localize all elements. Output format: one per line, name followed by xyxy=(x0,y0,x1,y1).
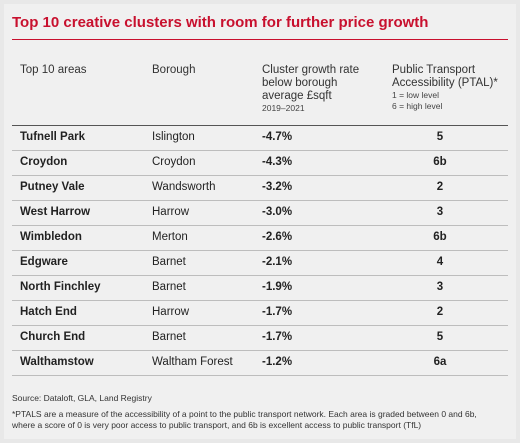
ptal-footnote-line1: *PTALS are a measure of the accessibilit… xyxy=(12,409,477,419)
header-ptal-line1: Public Transport xyxy=(392,64,476,76)
table-title: Top 10 creative clusters with room for f… xyxy=(12,14,508,40)
ptal-cell: 4 xyxy=(436,256,444,268)
header-rate-line2: below borough xyxy=(262,77,338,89)
area-cell: Wimbledon xyxy=(20,231,82,243)
growth-rate-cell: -2.6% xyxy=(262,231,293,243)
ptal-cell: 3 xyxy=(436,206,444,218)
area-cell: Walthamstow xyxy=(20,356,94,368)
borough-cell: Barnet xyxy=(152,331,186,343)
borough-cell: Harrow xyxy=(152,206,190,218)
source-note: Source: Dataloft, GLA, Land Registry xyxy=(12,393,152,403)
table-row: Croydon Croydon -4.3% 6b xyxy=(12,150,508,176)
table-row: Church End Barnet -1.7% 5 xyxy=(12,325,508,351)
growth-rate-cell: -2.1% xyxy=(262,256,293,268)
growth-rate-cell: -1.7% xyxy=(262,306,293,318)
header-rate: Cluster growth rate below borough averag… xyxy=(262,64,359,114)
area-cell: West Harrow xyxy=(20,206,91,218)
table-bottom-rule xyxy=(12,375,508,376)
growth-rate-cell: -1.9% xyxy=(262,281,293,293)
header-ptal: Public Transport Accessibility (PTAL)* 1… xyxy=(392,64,498,112)
borough-cell: Wandsworth xyxy=(152,181,216,193)
table-row: North Finchley Barnet -1.9% 3 xyxy=(12,275,508,301)
area-cell: Church End xyxy=(20,331,86,343)
ptal-footnote: *PTALS are a measure of the accessibilit… xyxy=(12,409,512,431)
area-cell: Croydon xyxy=(20,156,68,168)
header-ptal-line2: Accessibility (PTAL)* xyxy=(392,77,498,89)
ptal-cell: 2 xyxy=(436,181,444,193)
area-cell: Edgware xyxy=(20,256,68,268)
header-ptal-scale-low: 1 = low level xyxy=(392,90,440,100)
borough-cell: Harrow xyxy=(152,306,190,318)
ptal-cell: 2 xyxy=(436,306,444,318)
header-ptal-scale-high: 6 = high level xyxy=(392,101,443,111)
table-row: Edgware Barnet -2.1% 4 xyxy=(12,250,508,276)
table-row: Tufnell Park Islington -4.7% 5 xyxy=(12,125,508,151)
header-borough: Borough xyxy=(152,64,196,76)
table-row: Wimbledon Merton -2.6% 6b xyxy=(12,225,508,251)
header-rate-line1: Cluster growth rate xyxy=(262,64,360,76)
table-row: Putney Vale Wandsworth -3.2% 2 xyxy=(12,175,508,201)
table-row: West Harrow Harrow -3.0% 3 xyxy=(12,200,508,226)
borough-cell: Merton xyxy=(152,231,188,243)
ptal-cell: 6a xyxy=(433,356,447,368)
borough-cell: Barnet xyxy=(152,256,186,268)
growth-rate-cell: -4.7% xyxy=(262,131,293,143)
area-cell: Hatch End xyxy=(20,306,77,318)
growth-rate-cell: -1.2% xyxy=(262,356,293,368)
header-rate-line3: average £sqft xyxy=(262,90,332,102)
ptal-cell: 3 xyxy=(436,281,444,293)
borough-cell: Barnet xyxy=(152,281,186,293)
area-cell: North Finchley xyxy=(20,281,101,293)
borough-cell: Croydon xyxy=(152,156,196,168)
growth-rate-cell: -4.3% xyxy=(262,156,293,168)
header-rate-period: 2019–2021 xyxy=(262,103,305,113)
area-cell: Putney Vale xyxy=(20,181,85,193)
growth-rate-cell: -3.0% xyxy=(262,206,293,218)
growth-rate-cell: -1.7% xyxy=(262,331,293,343)
area-cell: Tufnell Park xyxy=(20,131,85,143)
ptal-cell: 5 xyxy=(436,331,444,343)
ptal-footnote-line2: where a score of 0 is very poor access t… xyxy=(12,420,422,430)
growth-rate-cell: -3.2% xyxy=(262,181,293,193)
header-area: Top 10 areas xyxy=(20,64,87,76)
ptal-cell: 6b xyxy=(433,156,447,168)
ptal-cell: 5 xyxy=(436,131,444,143)
table-card: Top 10 creative clusters with room for f… xyxy=(4,4,516,439)
table-row: Hatch End Harrow -1.7% 2 xyxy=(12,300,508,326)
borough-cell: Islington xyxy=(152,131,195,143)
ptal-cell: 6b xyxy=(433,231,447,243)
borough-cell: Waltham Forest xyxy=(152,356,233,368)
table-row: Walthamstow Waltham Forest -1.2% 6a xyxy=(12,350,508,376)
